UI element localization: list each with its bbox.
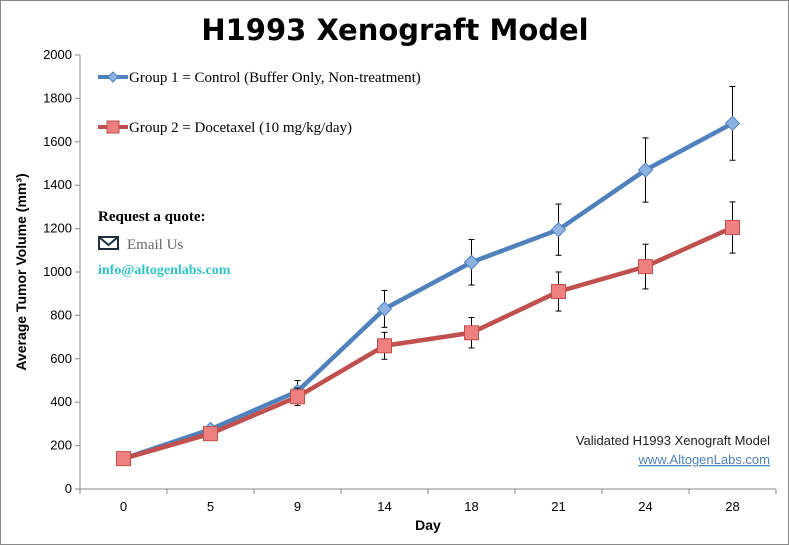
legend: Group 1 = Control (Buffer Only, Non-trea… [98,70,421,136]
y-tick-label: 2000 [43,47,72,62]
data-point [464,325,479,341]
y-tick-label: 600 [50,351,72,366]
y-tick-label: 1200 [43,221,72,236]
email-address-link[interactable]: info@altogenlabs.com [98,263,231,278]
data-point [290,389,305,405]
x-tick-label: 5 [207,499,214,514]
legend-label-group1: Group 1 = Control (Buffer Only, Non-trea… [129,70,421,86]
y-tick-label: 200 [50,438,72,453]
y-tick-label: 1000 [43,264,72,279]
x-tick-label: 28 [725,499,739,514]
data-point [203,426,218,442]
data-point [638,259,653,275]
data-point [725,220,740,236]
envelope-icon [98,236,119,250]
y-tick-label: 1600 [43,134,72,149]
quote-heading: Request a quote: [98,209,206,225]
x-tick-label: 0 [120,499,127,514]
legend-label-group2: Group 2 = Docetaxel (10 mg/kg/day) [129,120,352,136]
email-us-link[interactable]: Email Us [127,237,183,253]
legend-diamond-icon [107,71,119,83]
y-axis-label: Average Tumor Volume (mm³) [13,173,29,370]
series-group1 [115,85,741,467]
data-point [377,338,392,354]
y-tick-label: 800 [50,307,72,322]
y-tick-label: 400 [50,394,72,409]
x-tick-label: 9 [294,499,301,514]
y-tick-label: 1400 [43,177,72,192]
axes: 0 200 400 600 800 1000 1200 1400 1600 1800 2000 0 5 9… [43,47,777,514]
plot-area [115,85,741,467]
x-tick-label: 14 [377,499,391,514]
y-tick-label: 0 [65,481,72,496]
x-tick-label: 18 [464,499,478,514]
data-point [463,254,480,270]
legend-square-icon [106,120,120,134]
x-axis-label: Day [415,517,441,533]
data-point [551,284,566,300]
data-point [376,301,393,317]
series-group2 [116,201,740,467]
footer-caption: Validated H1993 Xenograft Model [576,433,770,448]
data-point [116,451,131,467]
x-tick-label: 24 [638,499,652,514]
website-link[interactable]: www.AltogenLabs.com [637,452,770,467]
quote-box: Request a quote: Email Us info@altogenla… [98,209,231,278]
data-point [724,115,741,132]
y-tick-label: 1800 [43,90,72,105]
x-tick-label: 21 [551,499,565,514]
series-line [122,121,734,461]
data-point [550,221,567,238]
data-point [637,162,654,178]
chart-title: H1993 Xenograft Model [201,13,588,47]
series-line [122,225,734,461]
